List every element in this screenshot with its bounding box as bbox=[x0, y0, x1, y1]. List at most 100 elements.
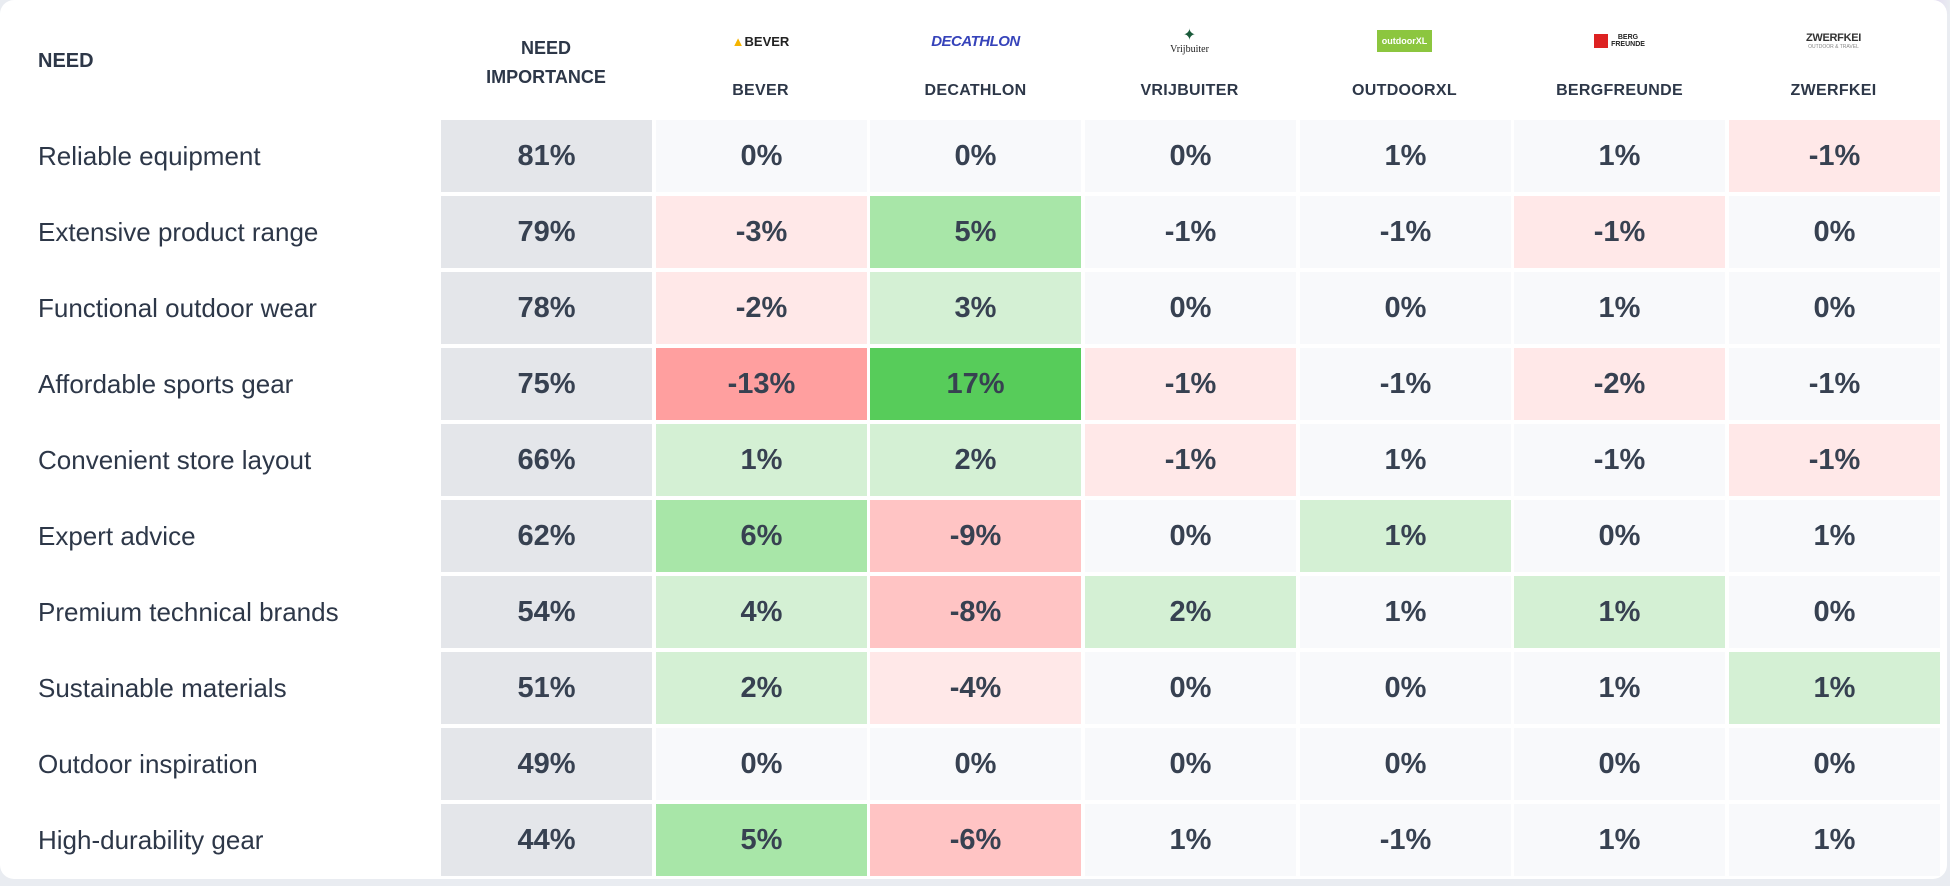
value-cell-bergfreunde: 1% bbox=[1514, 804, 1725, 876]
need-label: Convenient store layout bbox=[12, 424, 440, 496]
value-cell-outdoorxl: 1% bbox=[1300, 120, 1511, 192]
brand-column-header-bergfreunde[interactable]: BERG FREUNDE BERGFREUNDE bbox=[1514, 26, 1725, 100]
brand-column-header-outdoorxl[interactable]: outdoorXL OUTDOORXL bbox=[1299, 26, 1510, 100]
table-row[interactable]: Extensive product range 79% -3% 5% -1% -1% -1%… bbox=[12, 196, 1943, 268]
value-cell-outdoorxl: -1% bbox=[1300, 348, 1511, 420]
zwerfkei-logo-icon: ZWERFKEI OUTDOOR & TRAVEL bbox=[1728, 26, 1939, 56]
value-cell-outdoorxl: 0% bbox=[1300, 272, 1511, 344]
table-row[interactable]: High-durability gear 44% 5% -6% 1% -1% 1% 1% bbox=[12, 804, 1943, 876]
value-cell-bergfreunde: 1% bbox=[1514, 652, 1725, 724]
value-cell-decathlon: -8% bbox=[870, 576, 1081, 648]
value-cell-zwerfkei: 1% bbox=[1729, 804, 1940, 876]
value-cell-vrijbuiter: -1% bbox=[1085, 196, 1296, 268]
decathlon-logo-text: DECATHLON bbox=[931, 32, 1020, 50]
value-cell-bergfreunde: -1% bbox=[1514, 424, 1725, 496]
table-row[interactable]: Convenient store layout 66% 1% 2% -1% 1% -1% -1… bbox=[12, 424, 1943, 496]
value-cell-zwerfkei: 0% bbox=[1729, 576, 1940, 648]
vrijbuiter-logo-icon: ✦ Vrijbuiter bbox=[1170, 26, 1209, 55]
value-cell-zwerfkei: -1% bbox=[1729, 424, 1940, 496]
need-label: Premium technical brands bbox=[12, 576, 440, 648]
need-label: Outdoor inspiration bbox=[12, 728, 440, 800]
outdoorxl-logo-text: outdoorXL bbox=[1376, 30, 1433, 52]
need-label: High-durability gear bbox=[12, 804, 440, 876]
importance-cell: 81% bbox=[441, 120, 652, 192]
value-cell-decathlon: -4% bbox=[870, 652, 1081, 724]
value-cell-zwerfkei: -1% bbox=[1729, 120, 1940, 192]
value-cell-bever: -3% bbox=[656, 196, 867, 268]
value-cell-vrijbuiter: -1% bbox=[1085, 424, 1296, 496]
need-label: Expert advice bbox=[12, 500, 440, 572]
value-cell-bever: 0% bbox=[656, 728, 867, 800]
vrijbuiter-logo-text: Vrijbuiter bbox=[1170, 43, 1209, 55]
value-cell-vrijbuiter: 0% bbox=[1085, 272, 1296, 344]
importance-cell: 49% bbox=[441, 728, 652, 800]
brand-name: BEVER bbox=[732, 82, 789, 99]
table-row[interactable]: Functional outdoor wear 78% -2% 3% 0% 0% 1% 0% bbox=[12, 272, 1943, 344]
need-label: Sustainable materials bbox=[12, 652, 440, 724]
brand-name: ZWERFKEI bbox=[1790, 82, 1877, 99]
brand-column-header-bever[interactable]: ▲BEVER BEVER bbox=[655, 26, 866, 100]
decathlon-logo-icon: DECATHLON bbox=[870, 26, 1081, 56]
value-cell-bergfreunde: -2% bbox=[1514, 348, 1725, 420]
value-cell-decathlon: -9% bbox=[870, 500, 1081, 572]
value-cell-zwerfkei: 1% bbox=[1729, 652, 1940, 724]
table-row[interactable]: Expert advice 62% 6% -9% 0% 1% 0% 1% bbox=[12, 500, 1943, 572]
value-cell-vrijbuiter: 1% bbox=[1085, 804, 1296, 876]
table-row[interactable]: Affordable sports gear 75% -13% 17% -1% -1% -2… bbox=[12, 348, 1943, 420]
table-row[interactable]: Outdoor inspiration 49% 0% 0% 0% 0% 0% 0% bbox=[12, 728, 1943, 800]
value-cell-bever: 6% bbox=[656, 500, 867, 572]
value-cell-bever: 5% bbox=[656, 804, 867, 876]
value-cell-decathlon: 0% bbox=[870, 120, 1081, 192]
value-cell-bever: 1% bbox=[656, 424, 867, 496]
importance-column-header[interactable]: NEED IMPORTANCE bbox=[441, 34, 651, 92]
value-cell-bergfreunde: 0% bbox=[1514, 728, 1725, 800]
table-row[interactable]: Sustainable materials 51% 2% -4% 0% 0% 1% 1% bbox=[12, 652, 1943, 724]
value-cell-decathlon: 17% bbox=[870, 348, 1081, 420]
importance-cell: 51% bbox=[441, 652, 652, 724]
importance-cell: 79% bbox=[441, 196, 652, 268]
value-cell-outdoorxl: 0% bbox=[1300, 652, 1511, 724]
brand-column-header-decathlon[interactable]: DECATHLON DECATHLON bbox=[870, 26, 1081, 100]
value-cell-vrijbuiter: 0% bbox=[1085, 500, 1296, 572]
value-cell-bever: 0% bbox=[656, 120, 867, 192]
brand-name: DECATHLON bbox=[924, 82, 1027, 99]
value-cell-decathlon: 3% bbox=[870, 272, 1081, 344]
value-cell-outdoorxl: -1% bbox=[1300, 804, 1511, 876]
need-label: Affordable sports gear bbox=[12, 348, 440, 420]
outdoorxl-logo-icon: outdoorXL bbox=[1299, 26, 1510, 56]
table-row[interactable]: Reliable equipment 81% 0% 0% 0% 1% 1% -1% bbox=[12, 120, 1943, 192]
value-cell-zwerfkei: 0% bbox=[1729, 272, 1940, 344]
need-label: Reliable equipment bbox=[12, 120, 440, 192]
value-cell-bever: 4% bbox=[656, 576, 867, 648]
value-cell-bever: -2% bbox=[656, 272, 867, 344]
brand-column-header-vrijbuiter[interactable]: ✦ Vrijbuiter VRIJBUITER bbox=[1084, 26, 1295, 100]
importance-cell: 75% bbox=[441, 348, 652, 420]
need-label: Functional outdoor wear bbox=[12, 272, 440, 344]
value-cell-bever: -13% bbox=[656, 348, 867, 420]
importance-cell: 78% bbox=[441, 272, 652, 344]
value-cell-bever: 2% bbox=[656, 652, 867, 724]
value-cell-decathlon: 5% bbox=[870, 196, 1081, 268]
brand-name: OUTDOORXL bbox=[1352, 82, 1457, 99]
importance-cell: 66% bbox=[441, 424, 652, 496]
value-cell-zwerfkei: 0% bbox=[1729, 728, 1940, 800]
value-cell-bergfreunde: 1% bbox=[1514, 120, 1725, 192]
table-header: NEED NEED IMPORTANCE ▲BEVER BEVER DECATH… bbox=[0, 0, 1947, 118]
value-cell-decathlon: 2% bbox=[870, 424, 1081, 496]
value-cell-vrijbuiter: 0% bbox=[1085, 652, 1296, 724]
table-row[interactable]: Premium technical brands 54% 4% -8% 2% 1% 1% 0% bbox=[12, 576, 1943, 648]
bergfreunde-logo-line2: FREUNDE bbox=[1611, 41, 1645, 48]
zwerfkei-logo-subtext: OUTDOOR & TRAVEL bbox=[1808, 44, 1859, 50]
value-cell-bergfreunde: 1% bbox=[1514, 576, 1725, 648]
brand-name: VRIJBUITER bbox=[1140, 82, 1239, 99]
value-cell-outdoorxl: 1% bbox=[1300, 424, 1511, 496]
bergfreunde-logo-line1: BERG bbox=[1617, 34, 1639, 41]
importance-cell: 54% bbox=[441, 576, 652, 648]
value-cell-outdoorxl: 1% bbox=[1300, 500, 1511, 572]
value-cell-vrijbuiter: 0% bbox=[1085, 120, 1296, 192]
value-cell-zwerfkei: 0% bbox=[1729, 196, 1940, 268]
need-column-header[interactable]: NEED bbox=[38, 50, 94, 72]
brand-column-header-zwerfkei[interactable]: ZWERFKEI OUTDOOR & TRAVEL ZWERFKEI bbox=[1728, 26, 1939, 100]
bever-logo-text: BEVER bbox=[744, 33, 790, 49]
zwerfkei-logo-text: ZWERFKEI bbox=[1805, 32, 1862, 44]
